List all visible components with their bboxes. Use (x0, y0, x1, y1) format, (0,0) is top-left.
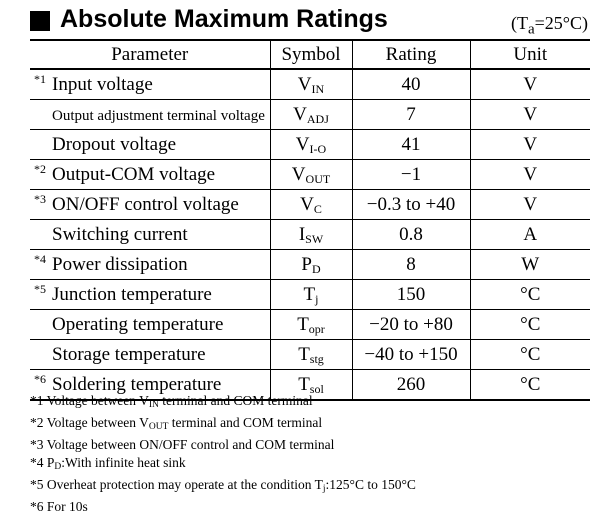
parameter-cell: *4 Power dissipation (30, 249, 271, 280)
symbol-cell: ISW (269, 219, 353, 250)
parameter-label: Storage temperature (52, 344, 206, 365)
footnote-4: *4 PD:With infinite heat sink (30, 455, 186, 472)
unit-cell: V (469, 159, 590, 190)
table-header-row: Parameter Symbol Rating Unit (30, 39, 590, 70)
symbol-cell: PD (269, 249, 353, 280)
footnote-5: *5 Overheat protection may operate at th… (30, 477, 416, 494)
footnote-marker: *6 (34, 372, 46, 386)
unit-cell: V (469, 99, 590, 130)
parameter-cell: *5 Junction temperature (30, 279, 271, 310)
parameter-label: Output-COM voltage (52, 164, 216, 185)
symbol-cell: VOUT (269, 159, 353, 190)
unit-cell: V (469, 69, 590, 100)
rating-cell: −20 to +80 (351, 309, 471, 340)
parameter-cell: Dropout voltage (30, 129, 271, 160)
unit-cell: A (469, 219, 590, 250)
parameter-label: ON/OFF control voltage (52, 194, 239, 215)
table-row: Dropout voltage VI-O 41 V (30, 129, 590, 160)
rating-cell: 8 (351, 249, 471, 280)
parameter-cell: Output adjustment terminal voltage (30, 99, 271, 130)
parameter-cell: *6 Soldering temperature (30, 369, 271, 401)
symbol-cell: VIN (269, 69, 353, 100)
table-row: Operating temperature Topr −20 to +80 °C (30, 309, 590, 340)
unit-cell: °C (469, 339, 590, 370)
footnote-6: *6 For 10s (30, 499, 88, 514)
unit-cell: °C (469, 369, 590, 401)
section-title: Absolute Maximum Ratings (60, 5, 388, 33)
column-header-unit: Unit (469, 39, 590, 70)
rating-cell: 260 (351, 369, 471, 401)
rating-cell: 40 (351, 69, 471, 100)
rating-cell: −40 to +150 (351, 339, 471, 370)
rating-cell: −1 (351, 159, 471, 190)
parameter-label: Dropout voltage (52, 134, 177, 155)
table-row: *4 Power dissipation PD 8 W (30, 249, 590, 280)
parameter-label: Power dissipation (52, 254, 188, 275)
parameter-cell: *2 Output-COM voltage (30, 159, 271, 190)
parameter-label: Soldering temperature (52, 374, 222, 395)
footnote-marker: *5 (34, 282, 46, 296)
unit-cell: °C (469, 309, 590, 340)
parameter-label: Operating temperature (52, 314, 224, 335)
table-row: *6 Soldering temperature Tsol 260 °C (30, 369, 590, 401)
unit-cell: W (469, 249, 590, 280)
table-row: Output adjustment terminal voltage VADJ … (30, 99, 590, 130)
table-row: *2 Output-COM voltage VOUT −1 V (30, 159, 590, 190)
column-header-symbol: Symbol (269, 39, 353, 70)
footnote-marker: *4 (34, 252, 46, 266)
parameter-cell: Switching current (30, 219, 271, 250)
table-row: *1 Input voltage VIN 40 V (30, 69, 590, 100)
rating-cell: −0.3 to +40 (351, 189, 471, 220)
ratings-table: Parameter Symbol Rating Unit *1 Input vol… (30, 39, 590, 401)
column-header-parameter: Parameter (30, 39, 271, 70)
table-row: *5 Junction temperature Tj 150 °C (30, 279, 590, 310)
parameter-cell: Storage temperature (30, 339, 271, 370)
symbol-cell: VC (269, 189, 353, 220)
parameter-label: Junction temperature (52, 284, 212, 305)
symbol-cell: Tsol (269, 369, 353, 401)
footnote-marker: *1 (34, 72, 46, 86)
symbol-cell: Tstg (269, 339, 353, 370)
symbol-cell: Tj (269, 279, 353, 310)
parameter-cell: *1 Input voltage (30, 69, 271, 100)
parameter-cell: *3 ON/OFF control voltage (30, 189, 271, 220)
footnote-marker: *3 (34, 192, 46, 206)
rating-cell: 150 (351, 279, 471, 310)
footnote-3: *3 Voltage between ON/OFF control and CO… (30, 437, 335, 452)
black-square-icon (30, 11, 50, 31)
rating-cell: 7 (351, 99, 471, 130)
footnotes: *1 Voltage between VIN terminal and COM … (30, 392, 416, 516)
parameter-label: Output adjustment terminal voltage (52, 108, 265, 124)
parameter-label: Switching current (52, 224, 188, 245)
symbol-cell: VADJ (269, 99, 353, 130)
column-header-rating: Rating (351, 39, 471, 70)
symbol-cell: Topr (269, 309, 353, 340)
parameter-label: Input voltage (52, 74, 153, 95)
footnote-1: *1 Voltage between VIN terminal and COM … (30, 393, 313, 410)
section-header: Absolute Maximum Ratings (Ta=25°C) (30, 5, 590, 38)
table-row: *3 ON/OFF control voltage VC −0.3 to +40 … (30, 189, 590, 220)
unit-cell: °C (469, 279, 590, 310)
rating-cell: 41 (351, 129, 471, 160)
unit-cell: V (469, 189, 590, 220)
symbol-cell: VI-O (269, 129, 353, 160)
temperature-condition: (Ta=25°C) (510, 13, 588, 38)
table-row: Switching current ISW 0.8 A (30, 219, 590, 250)
table-row: Storage temperature Tstg −40 to +150 °C (30, 339, 590, 370)
parameter-cell: Operating temperature (30, 309, 271, 340)
footnote-marker: *2 (34, 162, 46, 176)
unit-cell: V (469, 129, 590, 160)
rating-cell: 0.8 (351, 219, 471, 250)
footnote-2: *2 Voltage between VOUT terminal and COM… (30, 415, 323, 432)
